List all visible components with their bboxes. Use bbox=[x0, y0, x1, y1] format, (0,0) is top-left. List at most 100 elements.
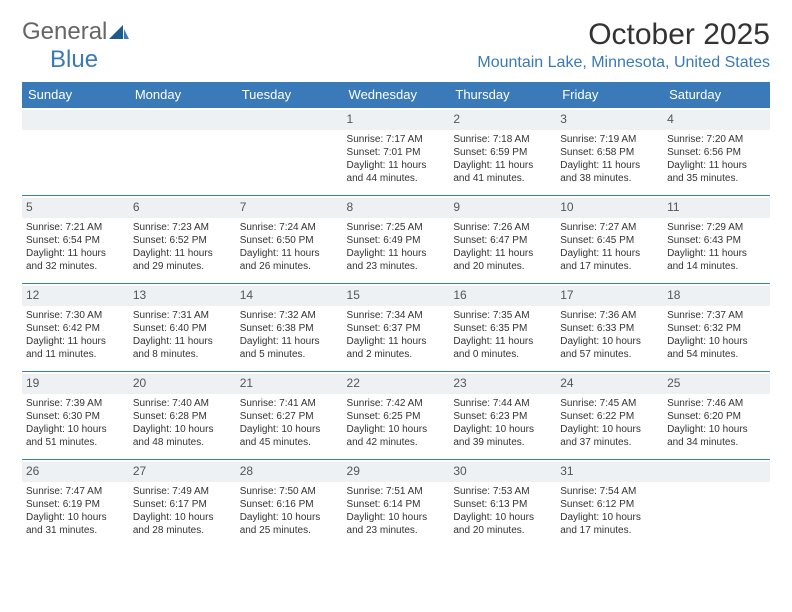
sunrise-text: Sunrise: 7:44 AM bbox=[453, 397, 552, 410]
day-number: 14 bbox=[236, 286, 343, 306]
day-cell: 3 Sunrise: 7:19 AMSunset: 6:58 PMDaylight… bbox=[556, 108, 663, 196]
sunset-text: Sunset: 6:30 PM bbox=[26, 410, 125, 423]
day-cell: 29Sunrise: 7:51 AMSunset: 6:14 PMDayligh… bbox=[343, 460, 450, 548]
day-info: Sunrise: 7:25 AMSunset: 6:49 PMDaylight:… bbox=[347, 221, 446, 273]
day-number: 31 bbox=[556, 462, 663, 482]
sunrise-text: Sunrise: 7:20 AM bbox=[667, 133, 766, 146]
sunset-text: Sunset: 6:28 PM bbox=[133, 410, 232, 423]
daylight-text: Daylight: 11 hours and 29 minutes. bbox=[133, 247, 232, 273]
day-cell: 21Sunrise: 7:41 AMSunset: 6:27 PMDayligh… bbox=[236, 372, 343, 460]
day-number: 16 bbox=[449, 286, 556, 306]
daylight-text: Daylight: 10 hours and 20 minutes. bbox=[453, 511, 552, 537]
day-number: 19 bbox=[22, 374, 129, 394]
sunset-text: Sunset: 6:25 PM bbox=[347, 410, 446, 423]
day-number: 6 bbox=[129, 198, 236, 218]
sunset-text: Sunset: 6:22 PM bbox=[560, 410, 659, 423]
day-cell: 6Sunrise: 7:23 AMSunset: 6:52 PMDaylight… bbox=[129, 196, 236, 284]
sunset-text: Sunset: 6:43 PM bbox=[667, 234, 766, 247]
sunset-text: Sunset: 6:50 PM bbox=[240, 234, 339, 247]
day-cell: 2Sunrise: 7:18 AMSunset: 6:59 PMDaylight… bbox=[449, 108, 556, 196]
day-number: 18 bbox=[663, 286, 770, 306]
sunset-text: Sunset: 6:38 PM bbox=[240, 322, 339, 335]
day-info: Sunrise: 7:36 AMSunset: 6:33 PMDaylight:… bbox=[560, 309, 659, 361]
header: GeneralBlue October 2025 Mountain Lake, … bbox=[22, 18, 770, 74]
daylight-text: Daylight: 10 hours and 17 minutes. bbox=[560, 511, 659, 537]
sunrise-text: Sunrise: 7:37 AM bbox=[667, 309, 766, 322]
week-row: 5 Sunrise: 7:21 AMSunset: 6:54 PMDaylight… bbox=[22, 196, 770, 284]
daylight-text: Daylight: 11 hours and 38 minutes. bbox=[560, 159, 659, 185]
day-number: 13 bbox=[129, 286, 236, 306]
daylight-text: Daylight: 10 hours and 42 minutes. bbox=[347, 423, 446, 449]
week-row: 26 Sunrise: 7:47 AMSunset: 6:19 PMDayligh… bbox=[22, 460, 770, 548]
sunrise-text: Sunrise: 7:19 AM bbox=[560, 133, 659, 146]
day-number: 2 bbox=[449, 110, 556, 130]
day-number: 22 bbox=[343, 374, 450, 394]
day-cell: 24Sunrise: 7:45 AMSunset: 6:22 PMDayligh… bbox=[556, 372, 663, 460]
sunset-text: Sunset: 6:16 PM bbox=[240, 498, 339, 511]
sunrise-text: Sunrise: 7:27 AM bbox=[560, 221, 659, 234]
day-info: Sunrise: 7:51 AMSunset: 6:14 PMDaylight:… bbox=[347, 485, 446, 537]
day-header: Monday bbox=[129, 82, 236, 108]
day-info: Sunrise: 7:30 AMSunset: 6:42 PMDaylight:… bbox=[26, 309, 125, 361]
day-cell: 27Sunrise: 7:49 AMSunset: 6:17 PMDayligh… bbox=[129, 460, 236, 548]
sunrise-text: Sunrise: 7:29 AM bbox=[667, 221, 766, 234]
daylight-text: Daylight: 10 hours and 48 minutes. bbox=[133, 423, 232, 449]
day-number: 11 bbox=[663, 198, 770, 218]
day-cell: 17 Sunrise: 7:36 AMSunset: 6:33 PMDayligh… bbox=[556, 284, 663, 372]
day-info: Sunrise: 7:53 AMSunset: 6:13 PMDaylight:… bbox=[453, 485, 552, 537]
empty-cell bbox=[663, 460, 770, 548]
day-number: 5 bbox=[22, 198, 129, 218]
daylight-text: Daylight: 10 hours and 37 minutes. bbox=[560, 423, 659, 449]
day-info: Sunrise: 7:50 AMSunset: 6:16 PMDaylight:… bbox=[240, 485, 339, 537]
sunset-text: Sunset: 6:37 PM bbox=[347, 322, 446, 335]
day-info: Sunrise: 7:42 AMSunset: 6:25 PMDaylight:… bbox=[347, 397, 446, 449]
day-info: Sunrise: 7:40 AMSunset: 6:28 PMDaylight:… bbox=[133, 397, 232, 449]
sunrise-text: Sunrise: 7:50 AM bbox=[240, 485, 339, 498]
sunset-text: Sunset: 6:23 PM bbox=[453, 410, 552, 423]
day-info: Sunrise: 7:54 AMSunset: 6:12 PMDaylight:… bbox=[560, 485, 659, 537]
sunrise-text: Sunrise: 7:40 AM bbox=[133, 397, 232, 410]
sunset-text: Sunset: 6:12 PM bbox=[560, 498, 659, 511]
day-info: Sunrise: 7:19 AMSunset: 6:58 PMDaylight:… bbox=[560, 133, 659, 185]
daylight-text: Daylight: 11 hours and 35 minutes. bbox=[667, 159, 766, 185]
day-cell: 28Sunrise: 7:50 AMSunset: 6:16 PMDayligh… bbox=[236, 460, 343, 548]
day-number: 8 bbox=[343, 198, 450, 218]
day-info: Sunrise: 7:17 AMSunset: 7:01 PMDaylight:… bbox=[347, 133, 446, 185]
sunset-text: Sunset: 7:01 PM bbox=[347, 146, 446, 159]
day-cell: 8 Sunrise: 7:25 AMSunset: 6:49 PMDaylight… bbox=[343, 196, 450, 284]
daylight-text: Daylight: 10 hours and 28 minutes. bbox=[133, 511, 232, 537]
daylight-text: Daylight: 10 hours and 25 minutes. bbox=[240, 511, 339, 537]
daylight-text: Daylight: 11 hours and 11 minutes. bbox=[26, 335, 125, 361]
day-number: 17 bbox=[556, 286, 663, 306]
day-header: Sunday bbox=[22, 82, 129, 108]
day-info: Sunrise: 7:24 AMSunset: 6:50 PMDaylight:… bbox=[240, 221, 339, 273]
empty-cell bbox=[129, 108, 236, 196]
day-number: 15 bbox=[343, 286, 450, 306]
sunrise-text: Sunrise: 7:32 AM bbox=[240, 309, 339, 322]
day-number: 26 bbox=[22, 462, 129, 482]
day-info: Sunrise: 7:31 AMSunset: 6:40 PMDaylight:… bbox=[133, 309, 232, 361]
day-info: Sunrise: 7:21 AMSunset: 6:54 PMDaylight:… bbox=[26, 221, 125, 273]
day-cell: 30Sunrise: 7:53 AMSunset: 6:13 PMDayligh… bbox=[449, 460, 556, 548]
day-info: Sunrise: 7:47 AMSunset: 6:19 PMDaylight:… bbox=[26, 485, 125, 537]
empty-cell bbox=[236, 108, 343, 196]
sunset-text: Sunset: 6:27 PM bbox=[240, 410, 339, 423]
day-info: Sunrise: 7:37 AMSunset: 6:32 PMDaylight:… bbox=[667, 309, 766, 361]
daylight-text: Daylight: 10 hours and 54 minutes. bbox=[667, 335, 766, 361]
day-number: 9 bbox=[449, 198, 556, 218]
daylight-text: Daylight: 11 hours and 44 minutes. bbox=[347, 159, 446, 185]
sunset-text: Sunset: 6:49 PM bbox=[347, 234, 446, 247]
daylight-text: Daylight: 10 hours and 39 minutes. bbox=[453, 423, 552, 449]
day-info: Sunrise: 7:35 AMSunset: 6:35 PMDaylight:… bbox=[453, 309, 552, 361]
day-cell: 14Sunrise: 7:32 AMSunset: 6:38 PMDayligh… bbox=[236, 284, 343, 372]
day-cell: 4Sunrise: 7:20 AMSunset: 6:56 PMDaylight… bbox=[663, 108, 770, 196]
empty-cell bbox=[22, 108, 129, 196]
day-number: 4 bbox=[663, 110, 770, 130]
day-cell: 26 Sunrise: 7:47 AMSunset: 6:19 PMDayligh… bbox=[22, 460, 129, 548]
day-number: 10 bbox=[556, 198, 663, 218]
week-row: 12Sunrise: 7:30 AMSunset: 6:42 PMDayligh… bbox=[22, 284, 770, 372]
sunset-text: Sunset: 6:20 PM bbox=[667, 410, 766, 423]
sunrise-text: Sunrise: 7:30 AM bbox=[26, 309, 125, 322]
day-number: 3 bbox=[556, 110, 663, 130]
sunset-text: Sunset: 6:59 PM bbox=[453, 146, 552, 159]
